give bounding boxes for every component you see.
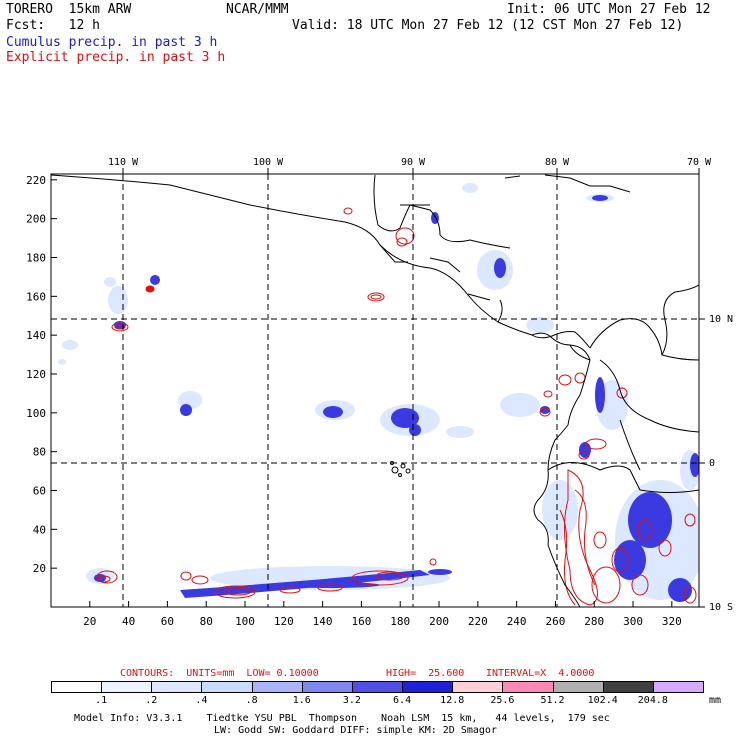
- colorbar-swatch: [251, 681, 303, 693]
- contours-info: CONTOURS: UNITS=mm LOW= 0.10000: [120, 668, 319, 679]
- colorbar-swatch: [602, 681, 654, 693]
- valid-time: Valid: 18 UTC Mon 27 Feb 12 (12 CST Mon …: [292, 18, 684, 33]
- x-tick-label: 60: [161, 615, 174, 628]
- lat-label-10s: 10 S: [709, 602, 733, 613]
- x-tick-label: 280: [584, 615, 604, 628]
- model-title: TORERO 15km ARW: [6, 2, 132, 17]
- y-tick-label: 80: [33, 446, 46, 459]
- x-tick-label: 100: [235, 615, 255, 628]
- y-tick-label: 120: [26, 368, 46, 381]
- y-tick-label: 140: [26, 329, 46, 342]
- lon-label-90w: 90 W: [401, 157, 426, 168]
- colorbar-label: 25.6: [490, 695, 515, 706]
- init-time: Init: 06 UTC Mon 27 Feb 12: [507, 2, 711, 17]
- colorbar-label: .8: [245, 695, 258, 706]
- colorbar-swatch: [201, 681, 253, 693]
- colorbar-label: 1.6: [292, 695, 311, 706]
- lon-label-70w: 70 W: [687, 157, 712, 168]
- colorbar-label: 6.4: [393, 695, 412, 706]
- colorbar-label: 102.4: [587, 695, 618, 706]
- y-tick-label: 20: [33, 562, 46, 575]
- x-tick-label: 260: [545, 615, 565, 628]
- x-tick-label: 220: [468, 615, 488, 628]
- x-tick-label: 40: [122, 615, 135, 628]
- lat-label-10n: 10 N: [709, 314, 733, 325]
- explicit-precip-contours: [96, 207, 697, 606]
- colorbar-swatch: [402, 681, 454, 693]
- y-tick-label: 220: [26, 174, 46, 187]
- lon-label-100w: 100 W: [253, 157, 284, 168]
- y-tick-label: 180: [26, 251, 46, 264]
- forecast-hour: Fcst: 12 h: [6, 18, 100, 33]
- y-tick-label: 100: [26, 407, 46, 420]
- x-tick-label: 140: [313, 615, 333, 628]
- colorbar-label: .2: [145, 695, 158, 706]
- coastlines: [51, 174, 699, 607]
- model-info: Model Info: V3.3.1 Tiedtke YSU PBL Thomp…: [74, 713, 610, 724]
- x-tick-label: 120: [274, 615, 294, 628]
- colorbar-label: .1: [95, 695, 108, 706]
- contours-interval: INTERVAL=X 4.0000: [486, 668, 595, 679]
- explicit-legend-text: Explicit precip. in past 3 h: [6, 50, 226, 65]
- physics-info: LW: Godd SW: Goddard DIFF: simple KM: 2D…: [214, 725, 497, 736]
- colorbar-swatch: [552, 681, 604, 693]
- lon-label-110w: 110 W: [108, 157, 139, 168]
- y-tick-label: 60: [33, 484, 46, 497]
- contours-high: HIGH= 25.600: [386, 668, 465, 679]
- colorbar-swatch: [452, 681, 504, 693]
- x-tick-label: 160: [351, 615, 371, 628]
- colorbar-swatch: [502, 681, 554, 693]
- colorbar-label: 204.8: [637, 695, 668, 706]
- colorbar-label: 3.2: [342, 695, 361, 706]
- colorbar-swatch: [351, 681, 404, 693]
- y-tick-label: 160: [26, 290, 46, 303]
- y-tick-label: 200: [26, 213, 46, 226]
- colorbar-swatch: [301, 681, 353, 693]
- colorbar-label: 12.8: [440, 695, 465, 706]
- colorbar-swatch: [652, 681, 704, 693]
- x-tick-label: 300: [623, 615, 643, 628]
- cumulus-legend-text: Cumulus precip. in past 3 h: [6, 35, 218, 50]
- plot-frame: [50, 173, 700, 608]
- x-tick-label: 20: [83, 615, 96, 628]
- graticule: [51, 174, 699, 607]
- y-tick-label: 40: [33, 523, 46, 536]
- x-tick-label: 80: [200, 615, 213, 628]
- light-precip-areas: [58, 183, 699, 600]
- colorbar-swatch: [151, 681, 203, 693]
- x-tick-label: 240: [507, 615, 527, 628]
- colorbar-swatch: [101, 681, 153, 693]
- x-tick-label: 200: [429, 615, 449, 628]
- lat-label-0: 0: [709, 458, 715, 469]
- colorbar-swatch: [51, 681, 103, 693]
- colorbar-label: .4: [195, 695, 208, 706]
- x-tick-label: 180: [390, 615, 410, 628]
- organization-label: NCAR/MMM: [226, 2, 289, 17]
- x-tick-label: 320: [662, 615, 682, 628]
- colorbar-unit: mm: [708, 695, 722, 706]
- lon-label-80w: 80 W: [545, 157, 570, 168]
- colorbar-label: 51.2: [540, 695, 565, 706]
